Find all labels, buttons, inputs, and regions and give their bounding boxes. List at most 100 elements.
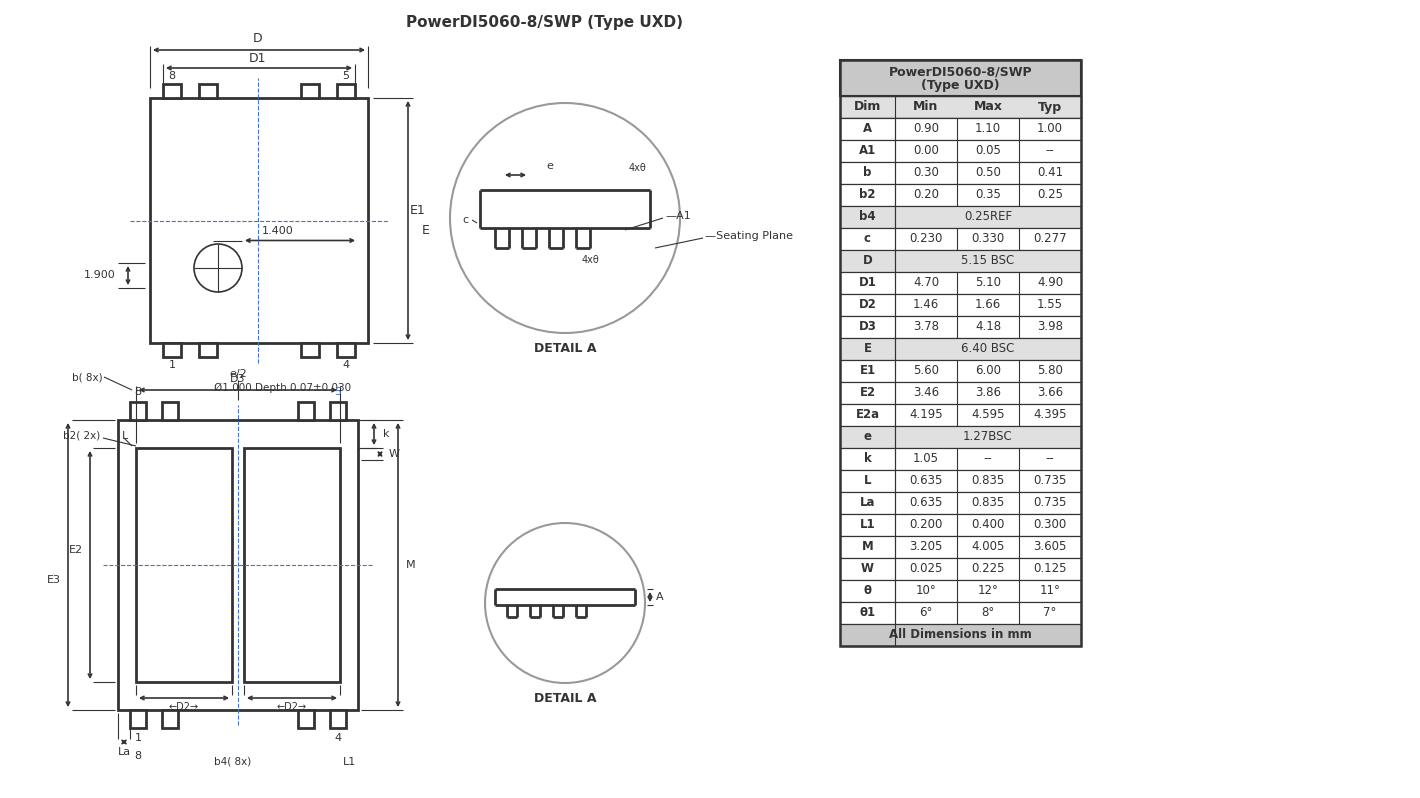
Bar xyxy=(841,382,1081,404)
Text: 4.18: 4.18 xyxy=(976,321,1001,334)
Text: 0.635: 0.635 xyxy=(909,475,943,488)
Bar xyxy=(841,162,1081,184)
Text: D3: D3 xyxy=(859,321,876,334)
Text: b: b xyxy=(863,167,872,180)
Text: L: L xyxy=(122,431,128,441)
Text: A: A xyxy=(863,123,872,136)
Text: 0.400: 0.400 xyxy=(971,519,1005,531)
Text: 1: 1 xyxy=(135,733,142,743)
Text: PowerDI5060-8/SWP: PowerDI5060-8/SWP xyxy=(889,65,1032,78)
Bar xyxy=(244,448,339,682)
Text: 3.205: 3.205 xyxy=(909,540,943,554)
Text: 10°: 10° xyxy=(916,584,936,598)
Text: D2: D2 xyxy=(859,298,876,311)
Bar xyxy=(841,338,1081,360)
Text: 3.86: 3.86 xyxy=(976,386,1001,400)
Text: L: L xyxy=(863,475,872,488)
Text: 5.80: 5.80 xyxy=(1037,365,1064,377)
Text: 0.30: 0.30 xyxy=(913,167,939,180)
Text: 0.277: 0.277 xyxy=(1034,232,1066,246)
Text: 3.605: 3.605 xyxy=(1034,540,1066,554)
Text: b4: b4 xyxy=(859,211,876,223)
Text: 4: 4 xyxy=(335,733,342,743)
Text: θ: θ xyxy=(863,584,872,598)
Text: 4xθ: 4xθ xyxy=(628,163,646,173)
Text: 8: 8 xyxy=(135,751,142,761)
Text: D: D xyxy=(253,33,263,45)
Text: ←D2→: ←D2→ xyxy=(169,702,199,712)
Text: E2: E2 xyxy=(70,545,82,555)
Text: b4( 8x): b4( 8x) xyxy=(214,757,251,767)
Bar xyxy=(841,426,1081,448)
Text: e/2: e/2 xyxy=(229,369,247,379)
Text: 1.55: 1.55 xyxy=(1037,298,1064,311)
Bar xyxy=(301,84,320,98)
Bar xyxy=(841,536,1081,558)
Text: —Seating Plane: —Seating Plane xyxy=(704,231,792,241)
Text: 6.00: 6.00 xyxy=(976,365,1001,377)
Bar xyxy=(131,402,146,420)
Text: L1: L1 xyxy=(859,519,875,531)
Bar xyxy=(337,84,355,98)
Text: E2: E2 xyxy=(859,386,876,400)
Text: 1.46: 1.46 xyxy=(913,298,939,311)
Text: La: La xyxy=(859,496,875,509)
Bar xyxy=(151,98,368,343)
Text: 4.195: 4.195 xyxy=(909,409,943,421)
Text: b( 8x): b( 8x) xyxy=(72,372,104,382)
Text: 0.835: 0.835 xyxy=(971,475,1004,488)
Text: PowerDI5060-8/SWP (Type UXD): PowerDI5060-8/SWP (Type UXD) xyxy=(406,15,683,30)
Bar xyxy=(841,60,1081,96)
Text: 0.230: 0.230 xyxy=(909,232,943,246)
Bar xyxy=(841,118,1081,140)
Bar xyxy=(841,184,1081,206)
Bar xyxy=(136,448,231,682)
Bar xyxy=(841,96,1081,118)
Text: (Type UXD): (Type UXD) xyxy=(922,78,1000,92)
Text: 0.50: 0.50 xyxy=(976,167,1001,180)
Text: 7°: 7° xyxy=(1044,606,1056,619)
Bar xyxy=(841,228,1081,250)
Text: θ1: θ1 xyxy=(859,606,876,619)
Bar xyxy=(841,558,1081,580)
Text: b2: b2 xyxy=(859,188,876,202)
Text: E: E xyxy=(422,224,430,237)
Text: 0.025: 0.025 xyxy=(909,563,943,575)
Text: 4.70: 4.70 xyxy=(913,276,939,290)
Bar xyxy=(841,404,1081,426)
Bar xyxy=(337,343,355,357)
Bar xyxy=(841,580,1081,602)
Text: E1: E1 xyxy=(410,204,426,217)
Text: 0.25: 0.25 xyxy=(1037,188,1064,202)
Text: 0.735: 0.735 xyxy=(1034,475,1066,488)
Bar xyxy=(163,84,180,98)
Text: 0.635: 0.635 xyxy=(909,496,943,509)
Text: 0.330: 0.330 xyxy=(971,232,1004,246)
Text: 8°: 8° xyxy=(981,606,994,619)
Text: ←D2→: ←D2→ xyxy=(277,702,307,712)
Bar xyxy=(163,343,180,357)
Text: 5: 5 xyxy=(342,71,349,81)
Text: --: -- xyxy=(1045,452,1055,465)
Text: W: W xyxy=(861,563,873,575)
Bar xyxy=(841,602,1081,624)
Bar xyxy=(841,316,1081,338)
Text: 3.66: 3.66 xyxy=(1037,386,1064,400)
Text: c: c xyxy=(863,232,870,246)
Text: DETAIL A: DETAIL A xyxy=(534,342,596,355)
Bar xyxy=(841,294,1081,316)
Text: —A1: —A1 xyxy=(665,211,690,221)
Text: Max: Max xyxy=(974,101,1003,113)
Text: Ø1.000 Depth 0.07±0.030: Ø1.000 Depth 0.07±0.030 xyxy=(214,383,352,393)
Text: 4: 4 xyxy=(342,360,349,370)
Text: --: -- xyxy=(1045,144,1055,157)
Bar xyxy=(841,60,1081,646)
Text: La: La xyxy=(118,747,131,757)
Bar xyxy=(162,710,178,728)
Text: 5.10: 5.10 xyxy=(976,276,1001,290)
Text: DETAIL A: DETAIL A xyxy=(534,693,596,705)
Text: 5: 5 xyxy=(335,387,341,397)
Text: 6.40 BSC: 6.40 BSC xyxy=(961,342,1015,355)
Text: 0.00: 0.00 xyxy=(913,144,939,157)
Bar xyxy=(841,448,1081,470)
